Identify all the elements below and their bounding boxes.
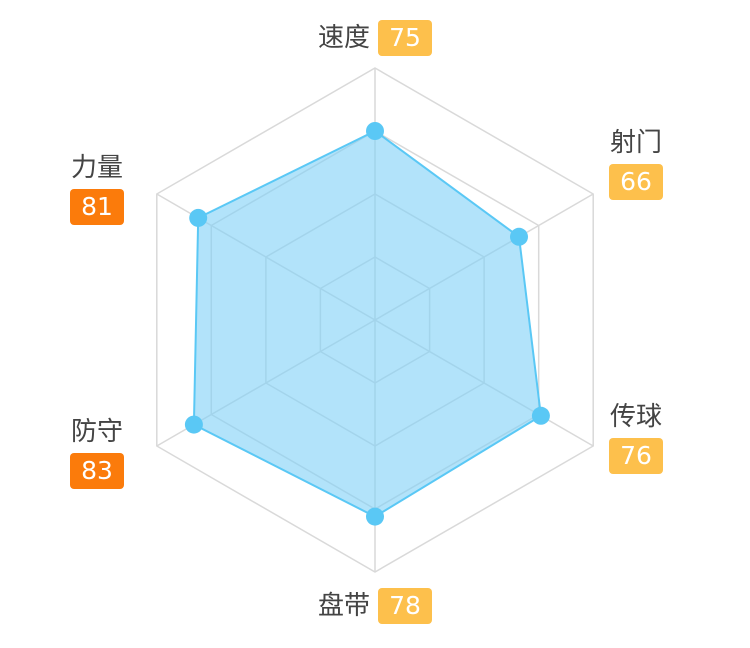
- axis-name-shooting: 射门: [609, 128, 662, 158]
- axis-label-dribbling: 盘带 78: [318, 588, 433, 624]
- value-badge-shooting: 66: [609, 164, 663, 200]
- data-point-4: [184, 415, 203, 434]
- data-point-1: [510, 227, 528, 246]
- value-badge-defense: 83: [70, 453, 124, 489]
- value-badge-passing: 76: [609, 438, 663, 474]
- data-point-3: [366, 507, 384, 526]
- value-badge-dribbling: 78: [378, 588, 433, 624]
- axis-label-shooting: 射门 66: [609, 128, 663, 200]
- axis-name-dribbling: 盘带: [318, 591, 371, 621]
- value-badge-strength: 81: [70, 189, 124, 225]
- axis-name-speed: 速度: [318, 23, 371, 53]
- axis-name-strength: 力量: [70, 153, 123, 183]
- data-point-0: [366, 122, 384, 140]
- axis-name-passing: 传球: [609, 402, 662, 432]
- data-point-2: [531, 406, 550, 425]
- radar-area: [192, 129, 542, 518]
- data-area: [192, 129, 542, 518]
- radar-points: [184, 122, 550, 526]
- data-point-5: [189, 208, 208, 227]
- axis-label-defense: 防守 83: [70, 417, 124, 489]
- axis-label-strength: 力量 81: [70, 153, 124, 225]
- axis-label-speed: 速度 75: [318, 20, 433, 56]
- axis-label-passing: 传球 76: [609, 402, 663, 474]
- axis-name-defense: 防守: [70, 417, 123, 447]
- value-badge-speed: 75: [378, 20, 433, 56]
